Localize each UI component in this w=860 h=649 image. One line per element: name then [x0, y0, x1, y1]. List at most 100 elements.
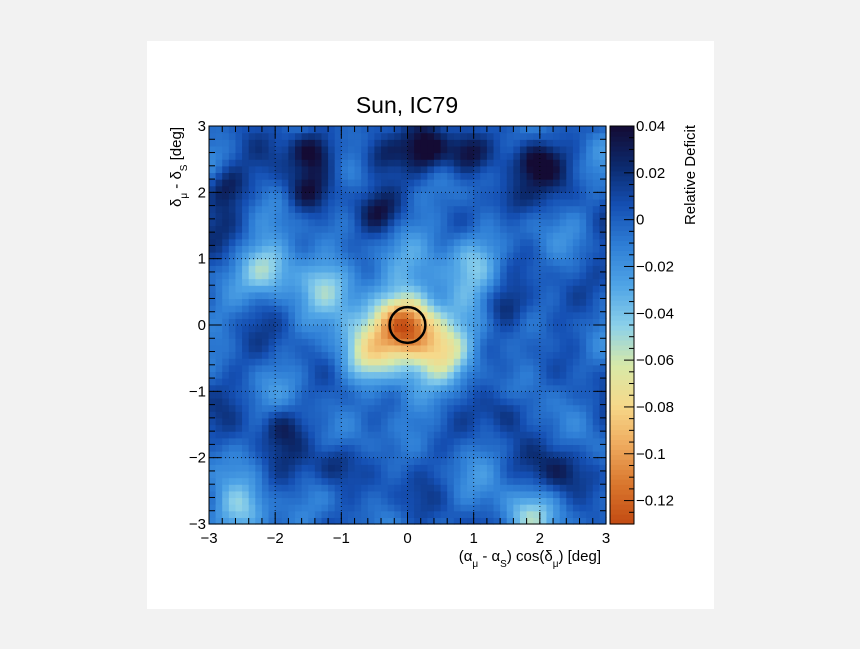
heatmap-cell — [222, 225, 230, 233]
heatmap-cell — [546, 132, 554, 140]
heatmap-cell — [407, 232, 415, 240]
heatmap-cell — [275, 252, 283, 260]
heatmap-cell — [420, 212, 428, 220]
heatmap-cell — [506, 172, 514, 180]
heatmap-cell — [295, 477, 303, 485]
heatmap-cell — [599, 417, 607, 426]
heatmap-cell — [420, 464, 428, 472]
heatmap-cell — [533, 192, 541, 200]
heatmap-cell — [453, 145, 462, 154]
heatmap-cell — [242, 192, 250, 200]
heatmap-cell — [242, 344, 250, 353]
heatmap-cell — [235, 344, 243, 353]
heatmap-cell — [347, 311, 356, 319]
heatmap-cell — [228, 192, 237, 200]
heatmap-cell — [559, 311, 567, 319]
heatmap-cell — [513, 145, 521, 154]
heatmap-cell — [295, 517, 303, 525]
heatmap-cell — [334, 444, 342, 452]
heatmap-cell — [447, 331, 455, 339]
heatmap-cell — [387, 437, 395, 445]
heatmap-cell — [228, 139, 237, 147]
heatmap-cell — [381, 232, 389, 240]
heatmap-cell — [228, 311, 237, 319]
heatmap-cell — [506, 397, 514, 406]
heatmap-cell — [215, 291, 223, 300]
heatmap-cell — [394, 271, 402, 280]
heatmap-cell — [321, 484, 329, 492]
heatmap-cell — [215, 238, 223, 246]
heatmap-cell — [235, 271, 243, 280]
heatmap-cell — [235, 378, 243, 386]
heatmap-cell — [533, 245, 541, 253]
heatmap-cell — [467, 431, 475, 439]
heatmap-cell — [222, 152, 230, 160]
heatmap-cell — [354, 311, 362, 319]
heatmap-cell — [467, 497, 475, 505]
heatmap-cell — [414, 258, 422, 266]
heatmap-cell — [566, 331, 574, 339]
heatmap-cell — [579, 391, 587, 399]
heatmap-cell — [361, 378, 369, 386]
heatmap-cell — [361, 470, 369, 479]
heatmap-cell — [394, 391, 402, 399]
heatmap-cell — [374, 338, 382, 346]
heatmap-cell — [367, 451, 376, 459]
heatmap-cell — [295, 172, 303, 180]
heatmap-cell — [288, 192, 296, 200]
heatmap-cell — [288, 305, 296, 313]
heatmap-cell — [572, 411, 581, 419]
heatmap-cell — [367, 225, 376, 233]
heatmap-cell — [361, 397, 369, 406]
heatmap-cell — [486, 378, 495, 386]
heatmap-cell — [414, 424, 422, 432]
heatmap-cell — [420, 298, 428, 306]
colorbar-band — [610, 285, 634, 291]
heatmap-cell — [559, 132, 567, 140]
heatmap-cell — [579, 510, 587, 518]
heatmap-cell — [394, 325, 402, 333]
heatmap-cell — [579, 192, 587, 200]
heatmap-cell — [374, 451, 382, 459]
heatmap-cell — [261, 152, 270, 160]
heatmap-cell — [473, 198, 481, 207]
heatmap-cell — [295, 198, 303, 207]
heatmap-cell — [407, 391, 415, 399]
heatmap-cell — [334, 205, 342, 213]
heatmap-cell — [407, 437, 415, 445]
heatmap-cell — [255, 192, 263, 200]
heatmap-cell — [486, 192, 495, 200]
heatmap-cell — [533, 311, 541, 319]
heatmap-cell — [566, 404, 574, 412]
heatmap-cell — [288, 431, 296, 439]
heatmap-cell — [314, 285, 323, 293]
heatmap-cell — [513, 490, 521, 499]
heatmap-cell — [467, 451, 475, 459]
heatmap-cell — [407, 238, 415, 246]
heatmap-cell — [321, 185, 329, 193]
heatmap-cell — [387, 325, 395, 333]
heatmap-cell — [480, 132, 488, 140]
heatmap-cell — [209, 457, 217, 465]
heatmap-cell — [473, 139, 481, 147]
heatmap-cell — [473, 344, 481, 353]
heatmap-cell — [533, 205, 541, 213]
heatmap-cell — [506, 437, 514, 445]
heatmap-cell — [414, 185, 422, 193]
heatmap-cell — [493, 358, 501, 366]
heatmap-cell — [295, 252, 303, 260]
heatmap-cell — [533, 325, 541, 333]
heatmap-cell — [440, 258, 448, 266]
heatmap-cell — [572, 464, 581, 472]
heatmap-cell — [526, 477, 534, 485]
heatmap-cell — [460, 464, 468, 472]
heatmap-cell — [354, 464, 362, 472]
heatmap-cell — [281, 384, 289, 392]
heatmap-cell — [480, 437, 488, 445]
heatmap-cell — [242, 331, 250, 339]
heatmap-cell — [374, 159, 382, 167]
heatmap-cell — [367, 126, 376, 134]
heatmap-cell — [295, 484, 303, 492]
heatmap-cell — [400, 504, 409, 512]
colorbar-band — [610, 459, 634, 465]
